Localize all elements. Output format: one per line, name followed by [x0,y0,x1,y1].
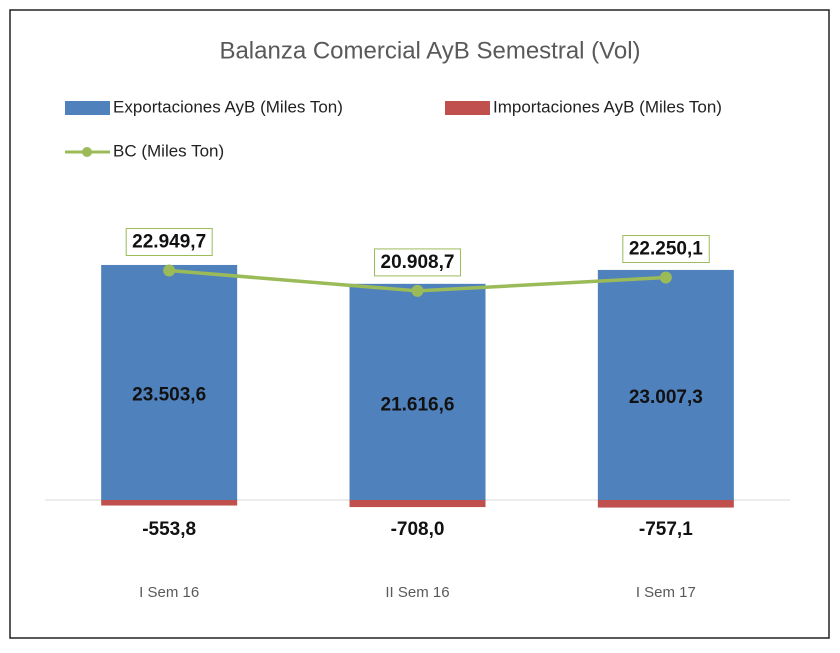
data-label: 20.908,7 [381,252,455,273]
chart-title: Balanza Comercial AyB Semestral (Vol) [219,37,640,64]
data-label: -553,8 [142,519,196,540]
legend-marker [82,147,92,157]
line-marker [411,284,424,297]
data-label: -708,0 [391,519,445,540]
x-tick-label: I Sem 16 [139,584,199,601]
legend-label: Exportaciones AyB (Miles Ton) [113,97,343,116]
bar [349,283,486,500]
bar [101,264,238,500]
data-label: -757,1 [639,519,693,540]
data-label: 22.949,7 [132,232,206,253]
legend-swatch [445,101,490,115]
data-label: 23.007,3 [629,387,703,408]
bar [101,500,238,506]
line-marker [163,264,176,277]
data-label-box [374,248,461,277]
legend-label: Importaciones AyB (Miles Ton) [493,97,722,116]
legend-label: BC (Miles Ton) [113,141,224,160]
data-label: 23.503,6 [132,384,206,405]
bar [597,500,734,508]
data-label: 21.616,6 [381,394,455,415]
data-label-box [125,228,213,257]
line-marker [659,271,672,284]
legend-swatch [65,101,110,115]
bar [349,500,486,508]
bar [597,269,734,500]
data-label-box [622,235,710,264]
x-tick-label: I Sem 17 [636,584,696,601]
data-label: 22.250,1 [629,239,703,260]
x-tick-label: II Sem 16 [385,584,449,601]
